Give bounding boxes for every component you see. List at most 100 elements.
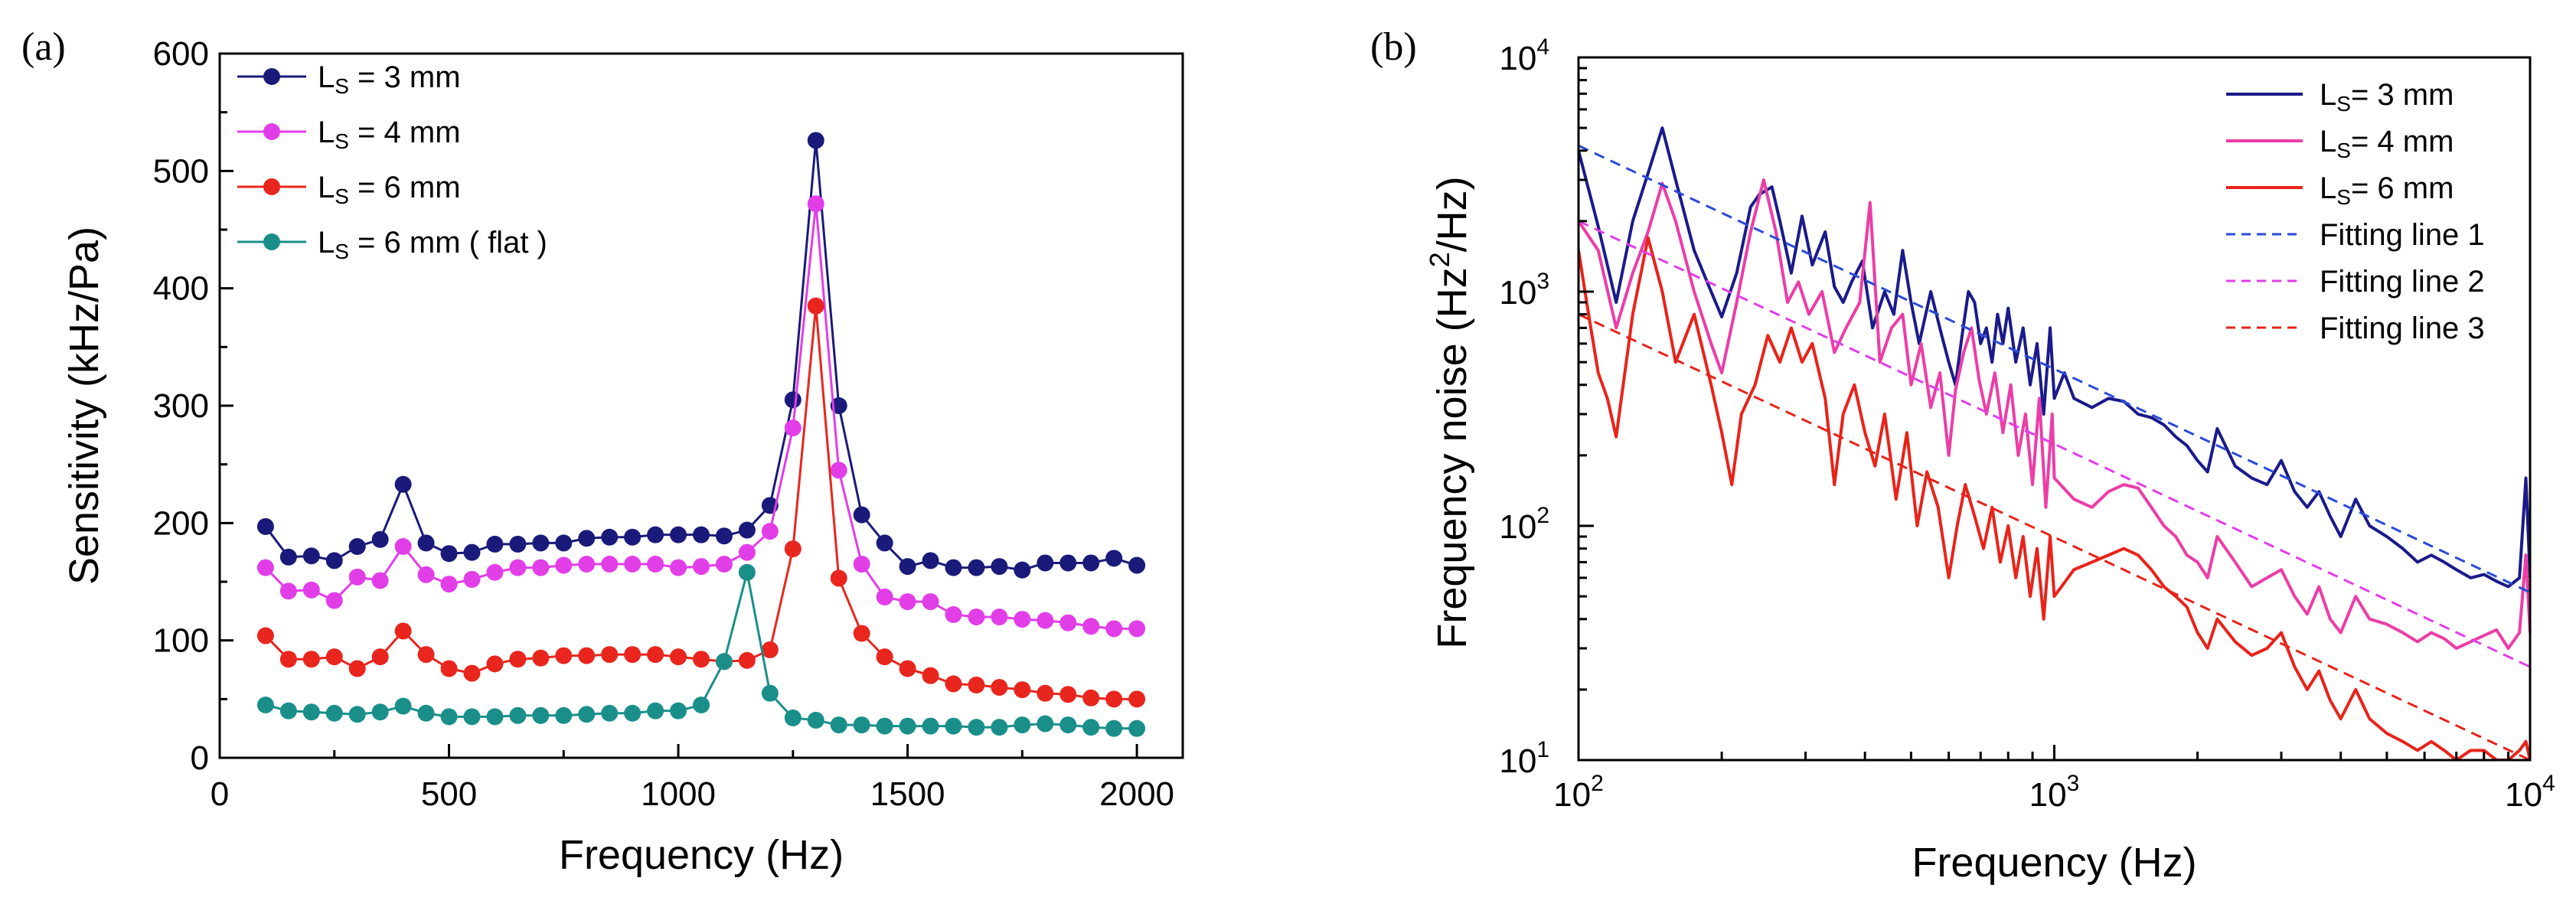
data-point-a [1105,550,1123,567]
y-tick-label-a: 300 [153,387,209,425]
data-point-a [509,651,527,668]
y-tick-label-a: 500 [153,152,209,190]
data-point-a [853,506,870,524]
legend-marker-a [263,68,280,85]
data-point-a [440,660,458,677]
data-point-a [279,702,297,720]
legend-label-b: LS= 4 mm [2320,125,2454,162]
x-tick-label-b: 103 [2029,771,2080,814]
data-point-a [348,568,366,586]
data-point-a [738,563,756,581]
data-point-a [807,132,824,149]
data-point-a [876,717,893,735]
data-point-a [693,651,710,668]
data-point-a [876,648,893,666]
data-point-a [1037,684,1054,702]
data-point-a [715,527,733,545]
data-point-a [647,556,664,573]
data-point-a [693,558,710,576]
data-point-a [670,648,687,666]
series-a-1 [256,132,1146,579]
data-point-a [302,703,320,721]
data-point-a [807,195,824,213]
data-point-a [1014,716,1031,734]
data-point-a [968,609,985,625]
data-point-a [807,297,824,315]
data-point-a [991,558,1008,576]
data-point-a [945,717,962,735]
data-point-a [784,391,802,409]
legend-label-b: LS= 6 mm [2320,171,2454,209]
data-point-a [1128,556,1146,574]
data-point-a [325,552,343,569]
data-point-a [853,556,870,573]
data-point-a [715,653,733,671]
data-point-a [440,708,458,726]
data-point-a [647,702,664,720]
data-point-a [899,593,916,611]
data-point-a [440,576,458,593]
data-point-a [647,526,664,543]
data-point-a [578,530,596,547]
series-a-4 [256,563,1146,737]
x-tick-label-b: 104 [2505,771,2555,814]
x-axis-title-a: Frequency (Hz) [559,832,844,878]
data-point-a [463,664,481,682]
data-point-a [578,556,596,573]
data-point-a [417,704,435,722]
data-point-a [624,704,642,722]
data-point-a [1014,611,1031,628]
legend-label-a: LS = 3 mm [318,60,461,98]
data-point-a [325,648,343,666]
data-point-a [945,675,962,693]
series-line-b-1 [1579,126,2530,589]
legend-label-a: LS = 4 mm [318,116,461,153]
data-point-a [670,559,687,576]
data-point-a [807,711,824,729]
data-point-a [256,697,274,713]
data-point-a [601,556,619,573]
data-point-a [486,535,504,553]
legend-label-a: LS = 6 mm ( flat ) [318,226,547,263]
legend-label-b: Fitting line 3 [2320,312,2485,345]
data-point-a [968,676,985,693]
data-point-a [256,559,274,576]
data-point-a [555,647,573,664]
data-point-a [922,717,939,735]
data-point-a [991,719,1008,736]
data-point-a [761,684,779,702]
data-point-a [555,556,573,574]
data-point-a [1128,720,1146,737]
data-point-a [1082,689,1100,707]
data-point-a [853,625,870,642]
data-point-a [417,646,435,664]
y-tick-label-a: 100 [153,622,209,660]
data-point-a [371,530,389,548]
data-point-a [761,523,779,540]
data-point-a [738,543,756,561]
data-point-a [348,660,366,677]
data-point-a [509,535,527,553]
series-a-3 [256,297,1146,708]
data-point-a [1037,554,1054,572]
data-point-a [486,708,504,726]
data-point-a [991,609,1008,625]
data-point-a [922,552,939,569]
data-point-a [1105,690,1123,708]
data-point-a [532,534,550,552]
y-axis-title-a: Sensitivity (kHz/Pa) [61,227,107,585]
data-point-a [1082,618,1100,635]
data-point-a [647,646,664,664]
data-point-a [1059,716,1077,734]
data-point-a [715,556,733,573]
data-point-a [302,581,320,599]
data-point-a [302,547,320,565]
y-tick-label-b: 102 [1499,503,1549,546]
data-point-a [899,558,916,576]
data-point-a [463,708,481,726]
data-point-a [417,566,435,583]
y-tick-label-a: 200 [153,504,209,542]
x-tick-label-b: 102 [1553,771,1604,814]
data-point-a [968,719,985,736]
